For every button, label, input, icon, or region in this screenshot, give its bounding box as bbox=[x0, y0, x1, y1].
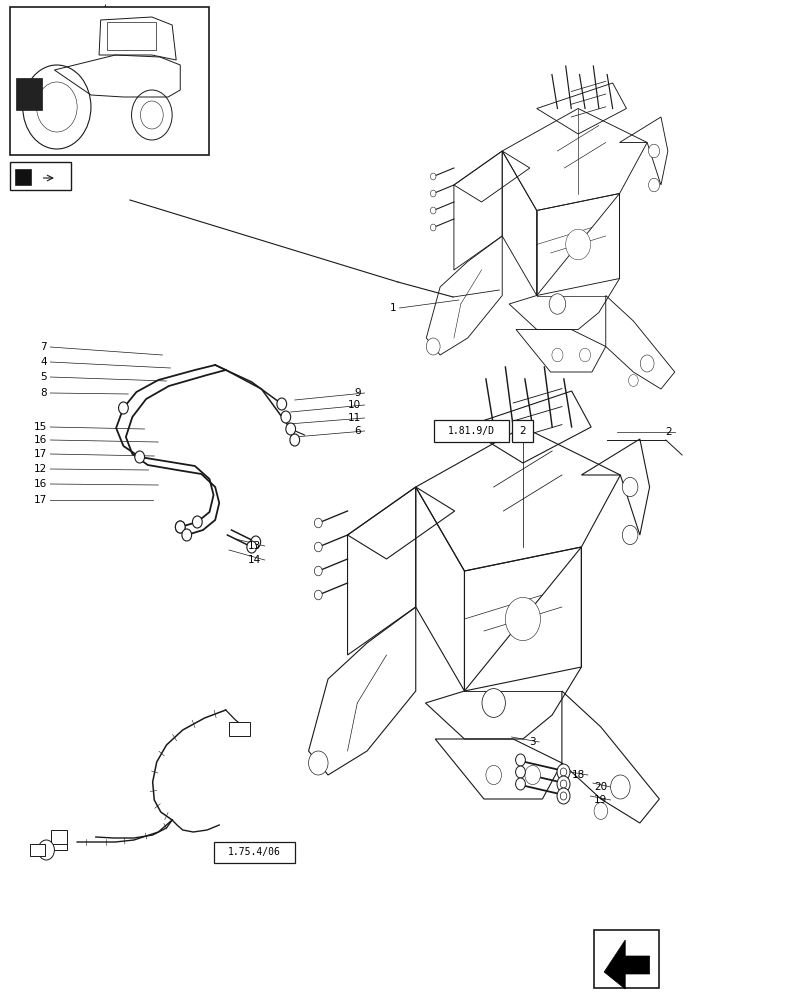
Circle shape bbox=[430, 224, 436, 231]
Circle shape bbox=[285, 423, 295, 435]
Circle shape bbox=[482, 689, 504, 717]
Bar bbox=[213, 842, 294, 863]
Text: 1.75.4/06: 1.75.4/06 bbox=[227, 847, 281, 857]
Circle shape bbox=[430, 190, 436, 197]
Text: 9: 9 bbox=[354, 388, 361, 398]
Bar bbox=[15, 169, 31, 185]
Circle shape bbox=[594, 803, 607, 819]
Circle shape bbox=[648, 178, 659, 192]
Bar bbox=[30, 844, 45, 856]
Circle shape bbox=[175, 521, 185, 533]
Circle shape bbox=[281, 411, 290, 423]
Circle shape bbox=[515, 778, 525, 790]
Bar bbox=[10, 162, 71, 190]
Text: 14: 14 bbox=[248, 555, 261, 565]
Circle shape bbox=[610, 775, 629, 799]
Circle shape bbox=[556, 776, 569, 792]
Circle shape bbox=[515, 754, 525, 766]
Circle shape bbox=[565, 229, 590, 260]
Circle shape bbox=[621, 477, 637, 497]
Circle shape bbox=[175, 521, 185, 533]
Circle shape bbox=[192, 516, 202, 528]
Text: 15: 15 bbox=[34, 422, 47, 432]
Circle shape bbox=[23, 65, 91, 149]
Text: 1.81.9/D: 1.81.9/D bbox=[448, 426, 495, 436]
Circle shape bbox=[551, 348, 562, 362]
Circle shape bbox=[560, 792, 566, 800]
Text: 17: 17 bbox=[34, 449, 47, 459]
Circle shape bbox=[579, 348, 590, 362]
Circle shape bbox=[648, 144, 659, 158]
Text: 8: 8 bbox=[41, 388, 47, 398]
Circle shape bbox=[556, 788, 569, 804]
Bar bbox=[51, 830, 67, 844]
Text: 16: 16 bbox=[34, 435, 47, 445]
Text: 4: 4 bbox=[41, 357, 47, 367]
Text: 7: 7 bbox=[41, 342, 47, 352]
Text: 13: 13 bbox=[248, 541, 261, 551]
Text: 10: 10 bbox=[348, 400, 361, 410]
Circle shape bbox=[182, 529, 191, 541]
Circle shape bbox=[308, 751, 328, 775]
Polygon shape bbox=[603, 940, 649, 989]
Bar bbox=[10, 7, 208, 155]
Text: 2: 2 bbox=[518, 426, 525, 436]
Text: 3: 3 bbox=[529, 737, 535, 747]
Text: 11: 11 bbox=[348, 413, 361, 423]
Circle shape bbox=[556, 764, 569, 780]
Text: 18: 18 bbox=[571, 770, 584, 780]
Circle shape bbox=[560, 780, 566, 788]
Text: 20: 20 bbox=[594, 782, 607, 792]
Text: 17: 17 bbox=[34, 495, 47, 505]
Circle shape bbox=[314, 590, 322, 600]
Circle shape bbox=[131, 90, 172, 140]
Circle shape bbox=[314, 518, 322, 528]
Circle shape bbox=[524, 765, 540, 785]
Circle shape bbox=[621, 525, 637, 545]
Circle shape bbox=[314, 542, 322, 552]
Text: 19: 19 bbox=[594, 795, 607, 805]
Circle shape bbox=[504, 597, 540, 641]
Circle shape bbox=[251, 536, 260, 548]
Bar bbox=[511, 420, 532, 442]
Circle shape bbox=[628, 375, 637, 386]
Circle shape bbox=[38, 840, 54, 860]
Circle shape bbox=[430, 173, 436, 180]
Bar bbox=[16, 78, 42, 110]
Circle shape bbox=[560, 768, 566, 776]
Circle shape bbox=[426, 338, 440, 355]
Circle shape bbox=[140, 101, 163, 129]
Circle shape bbox=[485, 765, 501, 785]
Circle shape bbox=[247, 541, 256, 553]
Bar bbox=[107, 22, 156, 50]
Circle shape bbox=[314, 566, 322, 576]
Circle shape bbox=[135, 451, 144, 463]
Circle shape bbox=[430, 207, 436, 214]
Bar bbox=[51, 836, 67, 850]
Circle shape bbox=[277, 398, 286, 410]
Bar bbox=[434, 420, 508, 442]
Text: 2: 2 bbox=[664, 427, 671, 437]
Circle shape bbox=[118, 402, 128, 414]
Bar bbox=[594, 930, 659, 988]
Bar bbox=[229, 722, 250, 736]
Circle shape bbox=[36, 82, 77, 132]
Text: 12: 12 bbox=[34, 464, 47, 474]
Circle shape bbox=[515, 766, 525, 778]
Circle shape bbox=[548, 294, 565, 314]
Text: 1: 1 bbox=[389, 303, 396, 313]
Text: 5: 5 bbox=[41, 372, 47, 382]
Text: 6: 6 bbox=[354, 426, 361, 436]
Circle shape bbox=[639, 355, 653, 372]
Text: 16: 16 bbox=[34, 479, 47, 489]
Circle shape bbox=[290, 434, 299, 446]
